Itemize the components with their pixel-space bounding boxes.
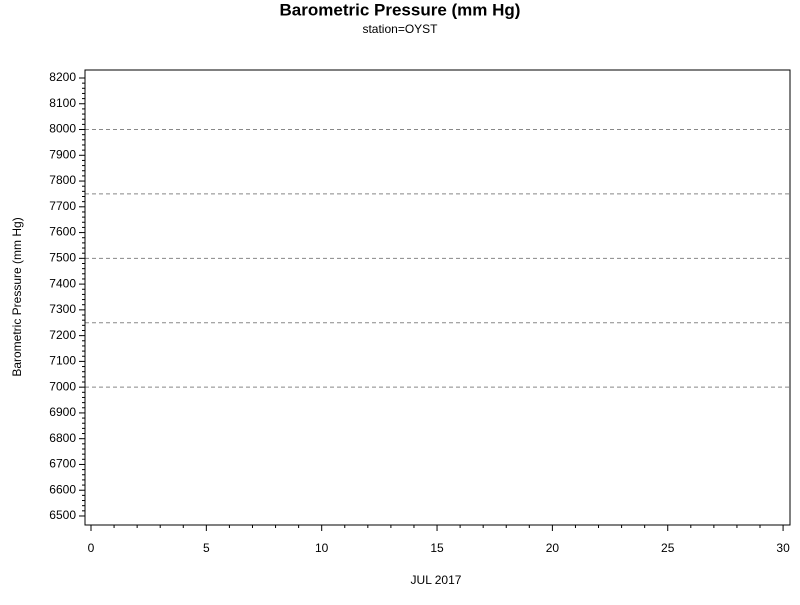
y-tick-label: 8100 (49, 96, 76, 110)
y-tick-label: 7300 (49, 302, 76, 316)
x-tick-label: 20 (546, 541, 560, 555)
x-tick-label: 0 (88, 541, 95, 555)
x-tick-label: 10 (315, 541, 329, 555)
x-tick-label: 15 (430, 541, 444, 555)
y-tick-label: 7000 (49, 379, 76, 393)
x-tick-label: 25 (661, 541, 675, 555)
y-tick-label: 6700 (49, 457, 76, 471)
y-tick-label: 7600 (49, 225, 76, 239)
y-tick-label: 6900 (49, 405, 76, 419)
x-tick-label: 5 (203, 541, 210, 555)
y-tick-label: 7900 (49, 147, 76, 161)
chart-title: Barometric Pressure (mm Hg) (280, 0, 521, 19)
y-tick-label: 8200 (49, 70, 76, 84)
y-tick-label: 7400 (49, 276, 76, 290)
y-tick-label: 8000 (49, 122, 76, 136)
y-axis-label: Barometric Pressure (mm Hg) (10, 217, 24, 376)
y-tick-label: 6500 (49, 508, 76, 522)
x-axis-label: JUL 2017 (411, 573, 462, 587)
y-tick-label: 7500 (49, 251, 76, 265)
x-tick-label: 30 (776, 541, 790, 555)
y-tick-label: 7200 (49, 328, 76, 342)
y-tick-label: 7800 (49, 173, 76, 187)
y-tick-label: 6800 (49, 431, 76, 445)
chart-subtitle: station=OYST (362, 22, 438, 36)
y-tick-label: 7100 (49, 354, 76, 368)
y-tick-label: 6600 (49, 482, 76, 496)
y-tick-label: 7700 (49, 199, 76, 213)
